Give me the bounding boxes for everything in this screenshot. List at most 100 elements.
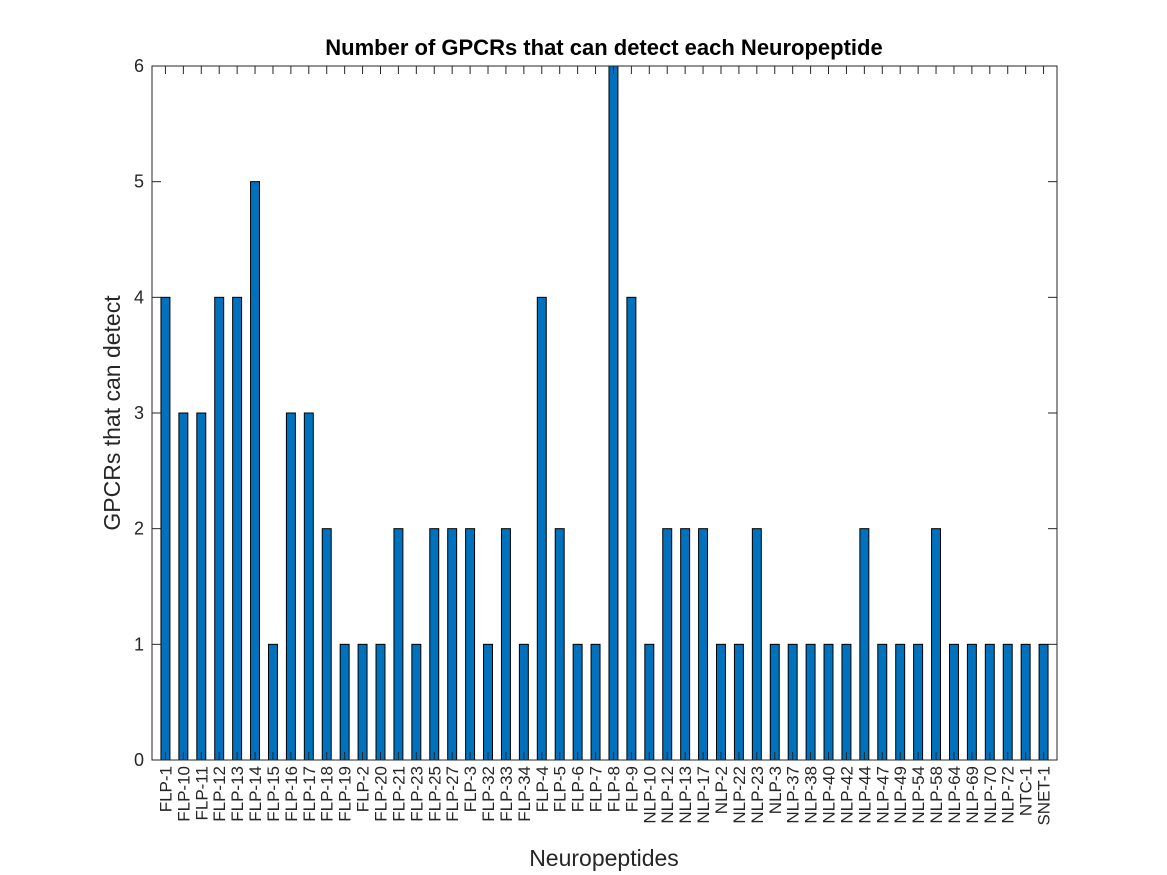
y-tick-label: 4 bbox=[134, 287, 144, 307]
bar-flp-3 bbox=[465, 528, 476, 761]
x-tick-label: NLP-70 bbox=[981, 766, 1000, 824]
x-tick-label: FLP-7 bbox=[587, 766, 606, 812]
bar-flp-9 bbox=[626, 296, 637, 761]
x-tick-label: FLP-1 bbox=[156, 766, 175, 812]
y-tick-label: 5 bbox=[134, 172, 144, 192]
x-tick-label: NLP-69 bbox=[963, 766, 982, 824]
plot-area bbox=[152, 66, 1057, 760]
bar-nlp-64 bbox=[948, 643, 959, 761]
x-tick-label: FLP-5 bbox=[551, 766, 570, 812]
x-tick-label: FLP-2 bbox=[354, 766, 373, 812]
bar-flp-2 bbox=[357, 643, 368, 761]
x-tick-label: NLP-12 bbox=[658, 766, 677, 824]
bar-nlp-37 bbox=[787, 643, 798, 761]
bar-flp-1 bbox=[160, 296, 171, 761]
bar-nlp-69 bbox=[966, 643, 977, 761]
bar-flp-21 bbox=[393, 528, 404, 761]
bar-flp-32 bbox=[483, 643, 493, 761]
x-tick-label: FLP-19 bbox=[336, 766, 355, 822]
x-tick-label: NLP-64 bbox=[945, 766, 964, 824]
bar-flp-34 bbox=[518, 643, 529, 761]
x-tick-label: NLP-72 bbox=[999, 766, 1018, 824]
x-tick-label: FLP-18 bbox=[318, 766, 337, 822]
x-tick-label: NLP-23 bbox=[748, 766, 767, 824]
x-tick-label: FLP-20 bbox=[371, 766, 390, 822]
bar-flp-6 bbox=[572, 643, 583, 761]
x-tick-label: FLP-4 bbox=[533, 766, 552, 812]
x-tick-label: NLP-2 bbox=[712, 766, 731, 814]
bar-flp-27 bbox=[447, 528, 458, 761]
x-tick-label: FLP-14 bbox=[246, 766, 265, 822]
bar-nlp-23 bbox=[751, 528, 762, 761]
x-tick-label: NLP-54 bbox=[909, 766, 928, 824]
x-tick-label: NLP-10 bbox=[640, 766, 659, 824]
x-tick-label: NLP-37 bbox=[784, 766, 803, 824]
bar-flp-33 bbox=[500, 528, 511, 761]
x-tick-label: NTC-1 bbox=[1017, 766, 1036, 816]
x-tick-label: NLP-44 bbox=[855, 766, 874, 824]
bar-flp-5 bbox=[554, 528, 565, 761]
bar-nlp-44 bbox=[859, 528, 870, 761]
x-tick-label: FLP-23 bbox=[407, 766, 426, 822]
x-tick-label: FLP-15 bbox=[264, 766, 283, 822]
bar-flp-17 bbox=[303, 412, 314, 761]
ticks-group: FLP-1FLP-10FLP-11FLP-12FLP-13FLP-14FLP-1… bbox=[134, 56, 1057, 826]
bar-nlp-13 bbox=[680, 528, 691, 761]
x-tick-label: FLP-27 bbox=[443, 766, 462, 822]
y-tick-label: 3 bbox=[134, 403, 144, 423]
x-tick-label: NLP-40 bbox=[820, 766, 839, 824]
y-axis-label: GPCRs that can detect bbox=[99, 295, 125, 531]
bar-flp-18 bbox=[321, 528, 332, 761]
bar-nlp-17 bbox=[698, 528, 709, 761]
bar-nlp-70 bbox=[984, 643, 995, 761]
bar-flp-7 bbox=[590, 643, 601, 761]
x-tick-label: FLP-6 bbox=[569, 766, 588, 812]
x-tick-label: FLP-10 bbox=[174, 766, 193, 822]
bar-flp-4 bbox=[536, 296, 547, 761]
x-tick-label: FLP-8 bbox=[604, 766, 623, 812]
bar-ntc-1 bbox=[1020, 643, 1031, 761]
bar-nlp-49 bbox=[895, 643, 906, 761]
x-tick-label: FLP-17 bbox=[300, 766, 319, 822]
x-tick-label: FLP-21 bbox=[389, 766, 408, 822]
bar-flp-13 bbox=[232, 296, 243, 761]
bar-snet-1 bbox=[1038, 643, 1049, 761]
x-tick-label: FLP-13 bbox=[228, 766, 247, 822]
bar-nlp-12 bbox=[662, 528, 673, 761]
bar-flp-11 bbox=[196, 412, 207, 761]
bar-flp-15 bbox=[267, 643, 278, 761]
x-tick-label: NLP-49 bbox=[891, 766, 910, 824]
y-tick-label: 1 bbox=[134, 634, 144, 654]
bar-flp-25 bbox=[429, 528, 440, 761]
bar-nlp-42 bbox=[841, 643, 852, 761]
bar-flp-16 bbox=[285, 412, 296, 761]
x-tick-label: FLP-25 bbox=[425, 766, 444, 822]
x-tick-label: NLP-58 bbox=[927, 766, 946, 824]
bar-nlp-10 bbox=[644, 643, 655, 761]
x-tick-label: NLP-38 bbox=[802, 766, 821, 824]
bar-nlp-58 bbox=[931, 528, 942, 761]
bar-nlp-3 bbox=[769, 643, 780, 761]
bar-nlp-38 bbox=[805, 643, 816, 761]
x-tick-label: NLP-47 bbox=[873, 766, 892, 824]
x-tick-label: FLP-32 bbox=[479, 766, 498, 822]
bar-flp-20 bbox=[375, 643, 386, 761]
x-tick-label: FLP-3 bbox=[461, 766, 480, 812]
y-tick-label: 2 bbox=[134, 519, 144, 539]
x-tick-label: NLP-3 bbox=[766, 766, 785, 814]
bar-flp-12 bbox=[214, 296, 225, 761]
x-tick-label: FLP-11 bbox=[192, 766, 211, 821]
bar-flp-19 bbox=[339, 643, 350, 761]
y-tick-label: 0 bbox=[134, 750, 144, 770]
plot-frame bbox=[151, 65, 1058, 761]
bar-nlp-22 bbox=[733, 643, 744, 761]
x-tick-label: FLP-9 bbox=[622, 766, 641, 812]
x-tick-label: NLP-13 bbox=[676, 766, 695, 824]
x-tick-label: NLP-17 bbox=[694, 766, 713, 824]
bar-flp-8 bbox=[608, 65, 619, 761]
x-tick-label: FLP-33 bbox=[497, 766, 516, 822]
x-tick-label: NLP-22 bbox=[730, 766, 749, 824]
x-tick-label: FLP-34 bbox=[515, 766, 534, 822]
